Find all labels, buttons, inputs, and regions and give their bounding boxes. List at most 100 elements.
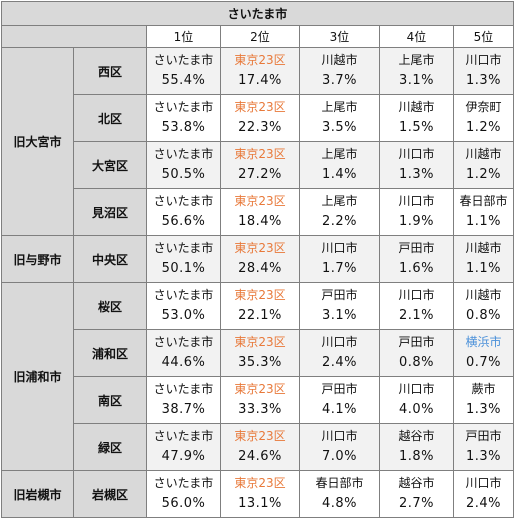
destination-percent: 28.4% bbox=[238, 261, 282, 276]
destination-name: 越谷市 bbox=[398, 476, 435, 490]
rank-cell: 戸田市 3.1% bbox=[299, 282, 380, 330]
destination-percent: 56.6% bbox=[161, 214, 206, 229]
destination-percent: 17.4% bbox=[238, 73, 282, 88]
table-row: 緑区 さいたま市 47.9% 東京23区 24.6% 川口市 7.0% 越谷市 1.8% 戸田市 1… bbox=[2, 423, 514, 471]
rank-cell: 川口市 2.4% bbox=[453, 470, 514, 518]
rank-cell: さいたま市 38.7% bbox=[146, 376, 221, 424]
rank-cell: 東京23区 33.3% bbox=[220, 376, 300, 424]
former-city-label: 旧浦和市 bbox=[1, 282, 74, 471]
commute-table: さいたま市 1位 2位 3位 4位 5位 旧大宮市 西区 さいたま市 55.4% 東京23区 17… bbox=[1, 1, 514, 518]
ward-label: 岩槻区 bbox=[73, 470, 147, 518]
ward-label: 見沼区 bbox=[73, 188, 147, 236]
rank-cell: 東京23区 17.4% bbox=[220, 47, 300, 95]
destination-name: 戸田市 bbox=[465, 429, 502, 443]
table-row: 旧与野市 中央区 さいたま市 50.1% 東京23区 28.4% 川口市 1.7% 戸田市 1.6… bbox=[1, 235, 514, 283]
rank-cell: さいたま市 55.4% bbox=[146, 47, 221, 95]
rank-cell: さいたま市 56.6% bbox=[146, 188, 221, 236]
destination-name: 川口市 bbox=[465, 53, 502, 67]
destination-percent: 53.0% bbox=[161, 308, 206, 323]
destination-percent: 7.0% bbox=[321, 449, 358, 464]
rank-cell: 川口市 1.9% bbox=[379, 188, 454, 236]
destination-percent: 1.6% bbox=[398, 261, 435, 276]
rank-header-1: 1位 bbox=[146, 25, 221, 48]
destination-percent: 4.8% bbox=[321, 496, 358, 511]
destination-percent: 3.5% bbox=[321, 120, 358, 135]
rank-cell: 川越市 0.8% bbox=[453, 282, 514, 330]
destination-percent: 4.0% bbox=[398, 402, 435, 417]
destination-name: 東京23区 bbox=[234, 476, 286, 490]
rank-cell: 横浜市 0.7% bbox=[453, 329, 514, 377]
destination-percent: 0.7% bbox=[465, 355, 502, 370]
destination-name: 越谷市 bbox=[398, 429, 435, 443]
destination-name: 戸田市 bbox=[321, 382, 358, 396]
destination-name: 東京23区 bbox=[234, 53, 286, 67]
rank-cell: 東京23区 27.2% bbox=[220, 141, 300, 189]
rank-cell: 戸田市 4.1% bbox=[299, 376, 380, 424]
destination-percent: 22.3% bbox=[238, 120, 282, 135]
rank-cell: 東京23区 28.4% bbox=[220, 235, 300, 283]
destination-percent: 56.0% bbox=[161, 496, 206, 511]
rank-cell: さいたま市 50.1% bbox=[146, 235, 221, 283]
ward-label: 中央区 bbox=[73, 235, 147, 283]
destination-percent: 1.9% bbox=[398, 214, 435, 229]
rank-header-2: 2位 bbox=[220, 25, 300, 48]
ward-label: 浦和区 bbox=[73, 329, 147, 377]
rank-cell: さいたま市 53.0% bbox=[146, 282, 221, 330]
destination-name: さいたま市 bbox=[153, 382, 214, 396]
rank-cell: 越谷市 1.8% bbox=[379, 423, 454, 471]
destination-percent: 3.1% bbox=[398, 73, 435, 88]
destination-name: 蕨市 bbox=[471, 382, 496, 396]
destination-name: 川口市 bbox=[398, 194, 435, 208]
table-body: 旧大宮市 西区 さいたま市 55.4% 東京23区 17.4% 川越市 3.7% 上尾市 3.1%… bbox=[1, 47, 514, 518]
ward-label: 西区 bbox=[73, 47, 147, 95]
destination-name: 川口市 bbox=[465, 476, 502, 490]
destination-name: 川越市 bbox=[465, 147, 502, 161]
destination-percent: 0.8% bbox=[398, 355, 435, 370]
rank-cell: 上尾市 2.2% bbox=[299, 188, 380, 236]
destination-percent: 53.8% bbox=[161, 120, 206, 135]
destination-percent: 2.2% bbox=[321, 214, 358, 229]
destination-percent: 2.1% bbox=[398, 308, 435, 323]
destination-name: 春日部市 bbox=[459, 194, 508, 208]
rank-header-3: 3位 bbox=[299, 25, 380, 48]
rank-cell: 伊奈町 1.2% bbox=[453, 94, 514, 142]
rank-header-5: 5位 bbox=[453, 25, 514, 48]
destination-name: 東京23区 bbox=[234, 194, 286, 208]
destination-name: 伊奈町 bbox=[465, 100, 502, 114]
rank-cell: 上尾市 1.4% bbox=[299, 141, 380, 189]
destination-percent: 1.3% bbox=[465, 402, 502, 417]
destination-percent: 33.3% bbox=[238, 402, 282, 417]
rank-cell: 川口市 2.4% bbox=[299, 329, 380, 377]
rank-cell: 川越市 1.1% bbox=[453, 235, 514, 283]
destination-percent: 4.1% bbox=[321, 402, 358, 417]
destination-name: 上尾市 bbox=[321, 100, 358, 114]
destination-percent: 35.3% bbox=[238, 355, 282, 370]
destination-percent: 1.1% bbox=[465, 261, 502, 276]
destination-percent: 1.8% bbox=[398, 449, 435, 464]
destination-name: 上尾市 bbox=[398, 53, 435, 67]
destination-name: 横浜市 bbox=[465, 335, 502, 349]
destination-percent: 47.9% bbox=[161, 449, 206, 464]
table-row: 大宮区 さいたま市 50.5% 東京23区 27.2% 上尾市 1.4% 川口市 1.3% 川越市… bbox=[2, 141, 514, 189]
ward-label: 大宮区 bbox=[73, 141, 147, 189]
rank-cell: 越谷市 2.7% bbox=[379, 470, 454, 518]
rank-cell: さいたま市 47.9% bbox=[146, 423, 221, 471]
rank-cell: 川口市 7.0% bbox=[299, 423, 380, 471]
destination-name: さいたま市 bbox=[153, 429, 214, 443]
destination-name: さいたま市 bbox=[153, 288, 214, 302]
destination-percent: 3.1% bbox=[321, 308, 358, 323]
table-title: さいたま市 bbox=[1, 1, 514, 26]
rank-cell: 戸田市 1.6% bbox=[379, 235, 454, 283]
destination-percent: 55.4% bbox=[161, 73, 206, 88]
rank-cell: 川口市 1.3% bbox=[379, 141, 454, 189]
rank-cell: 川越市 1.5% bbox=[379, 94, 454, 142]
rank-cell: 川越市 3.7% bbox=[299, 47, 380, 95]
destination-percent: 1.7% bbox=[321, 261, 358, 276]
destination-percent: 13.1% bbox=[238, 496, 282, 511]
rank-cell: さいたま市 56.0% bbox=[146, 470, 221, 518]
destination-percent: 2.7% bbox=[398, 496, 435, 511]
destination-name: 東京23区 bbox=[234, 288, 286, 302]
destination-name: 川越市 bbox=[465, 241, 502, 255]
destination-name: 川口市 bbox=[398, 288, 435, 302]
former-city-label: 旧大宮市 bbox=[1, 47, 74, 236]
